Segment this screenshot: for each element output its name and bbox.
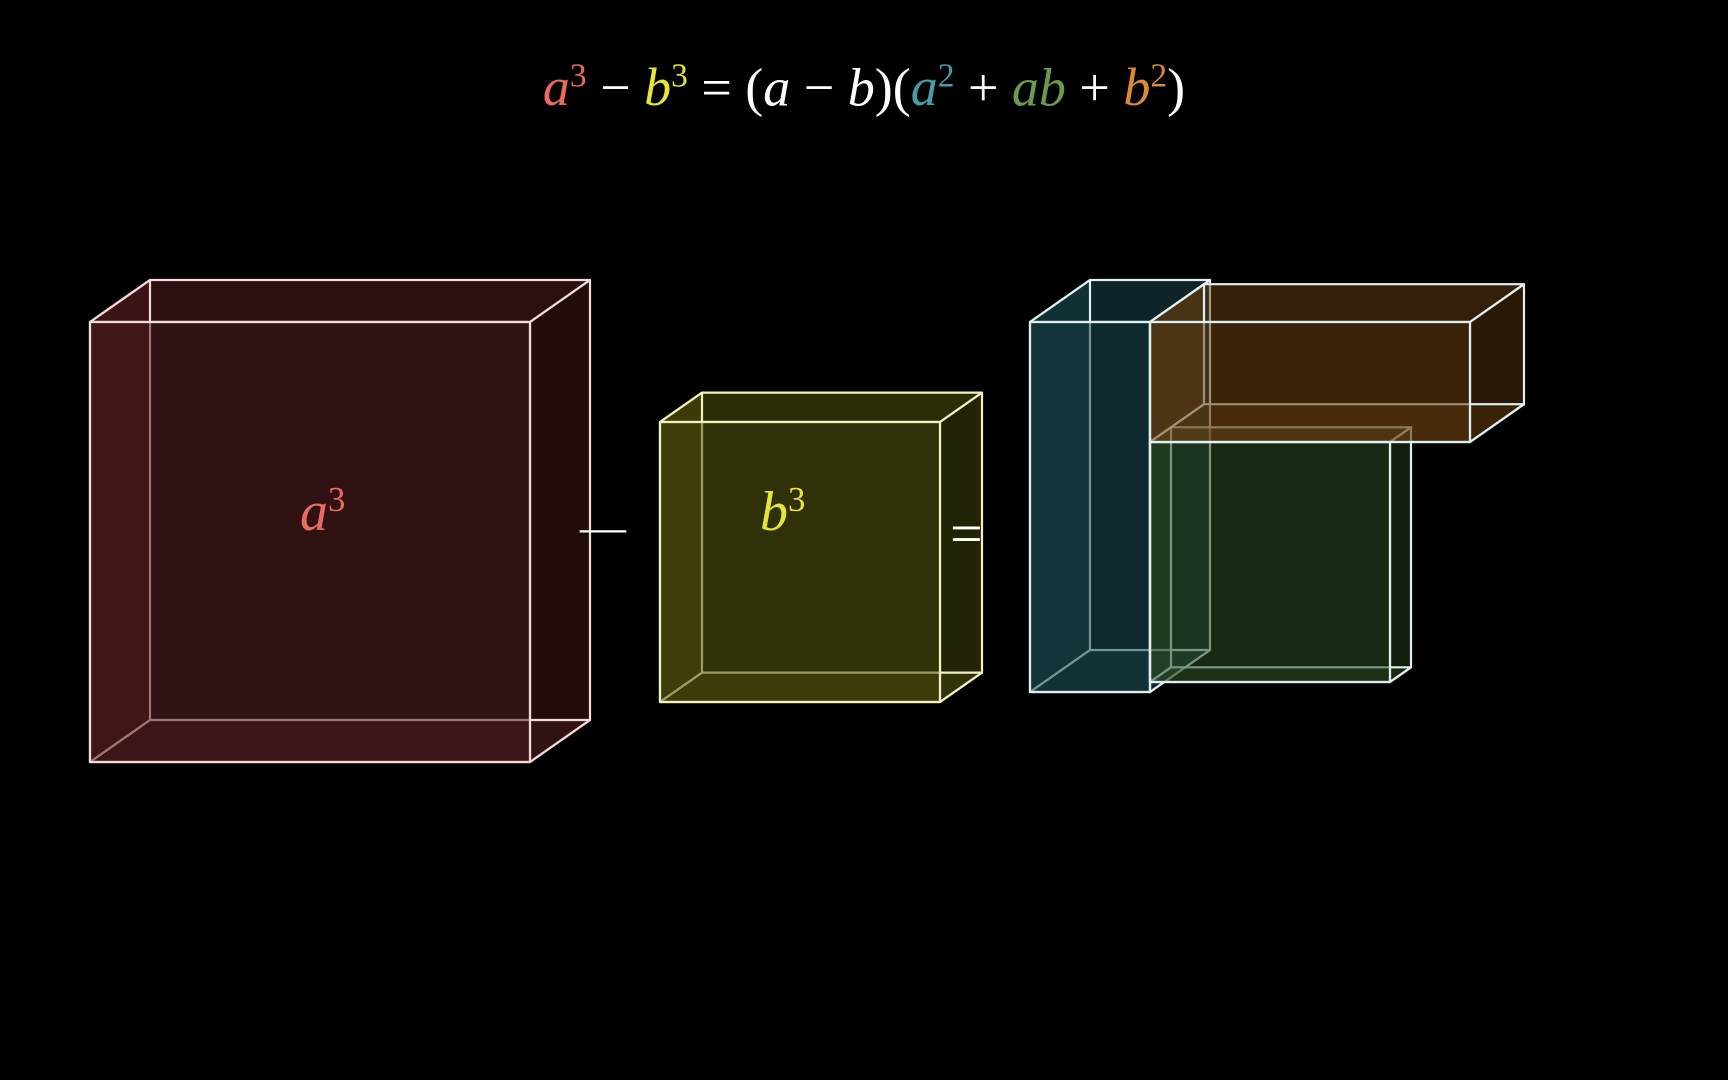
diagram-scene: a3 — b3 = xyxy=(0,280,1728,800)
result-composite xyxy=(0,280,700,980)
formula: a3 − b3 = (a − b)(a2 + ab + b2) xyxy=(0,60,1728,114)
equals-operator: = xyxy=(950,500,983,567)
